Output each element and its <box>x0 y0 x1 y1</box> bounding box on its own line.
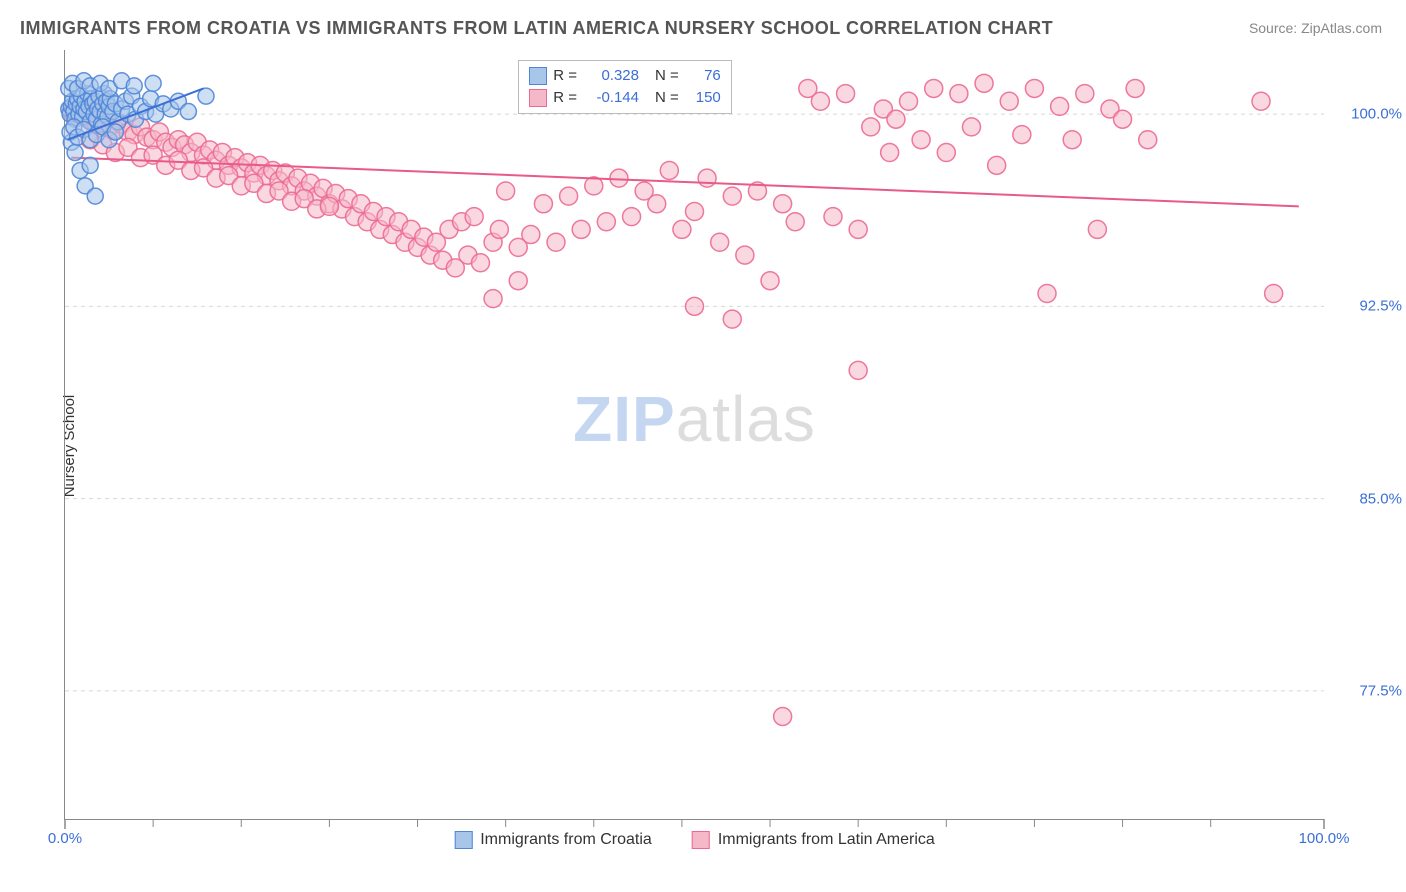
correlation-chart: IMMIGRANTS FROM CROATIA VS IMMIGRANTS FR… <box>0 0 1406 892</box>
legend-label-latin-america: Immigrants from Latin America <box>718 831 935 849</box>
x-tick-label: 100.0% <box>1299 830 1350 847</box>
y-tick-label: 85.0% <box>1359 490 1402 507</box>
y-tick-label: 100.0% <box>1351 106 1402 123</box>
plot-svg <box>65 50 1324 819</box>
stats-row: R =0.328N =76 <box>529 65 721 87</box>
legend-label-croatia: Immigrants from Croatia <box>480 831 652 849</box>
chart-title: IMMIGRANTS FROM CROATIA VS IMMIGRANTS FR… <box>20 18 1053 39</box>
y-tick-label: 92.5% <box>1359 298 1402 315</box>
swatch-latin-america <box>692 831 710 849</box>
y-tick-label: 77.5% <box>1359 682 1402 699</box>
plot-area: ZIPatlas R =0.328N =76R =-0.144N =150 Im… <box>64 50 1324 820</box>
series-legend: Immigrants from Croatia Immigrants from … <box>454 831 935 849</box>
swatch-croatia <box>454 831 472 849</box>
chart-source: Source: ZipAtlas.com <box>1249 20 1382 36</box>
stats-legend: R =0.328N =76R =-0.144N =150 <box>518 60 732 114</box>
legend-item-latin-america: Immigrants from Latin America <box>692 831 935 849</box>
x-tick-label: 0.0% <box>48 830 82 847</box>
stats-row: R =-0.144N =150 <box>529 87 721 109</box>
legend-item-croatia: Immigrants from Croatia <box>454 831 652 849</box>
